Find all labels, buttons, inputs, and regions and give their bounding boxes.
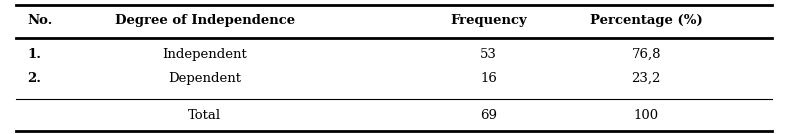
- Text: Percentage (%): Percentage (%): [589, 14, 703, 27]
- Text: Frequency: Frequency: [450, 14, 527, 27]
- Text: 1.: 1.: [28, 48, 42, 61]
- Text: 69: 69: [480, 109, 497, 122]
- Text: 76,8: 76,8: [631, 48, 661, 61]
- Text: 16: 16: [480, 72, 497, 85]
- Text: 100: 100: [634, 109, 659, 122]
- Text: Degree of Independence: Degree of Independence: [115, 14, 295, 27]
- Text: 53: 53: [480, 48, 497, 61]
- Text: No.: No.: [28, 14, 53, 27]
- Text: 23,2: 23,2: [631, 72, 661, 85]
- Text: Dependent: Dependent: [169, 72, 241, 85]
- Text: Total: Total: [188, 109, 221, 122]
- Text: 2.: 2.: [28, 72, 42, 85]
- Text: Independent: Independent: [162, 48, 247, 61]
